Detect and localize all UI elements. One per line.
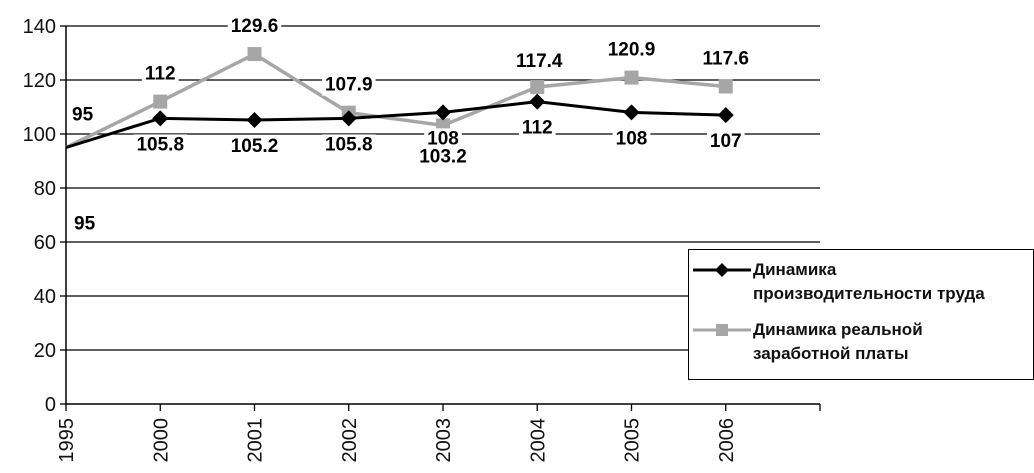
marker-wages-2000: [153, 94, 168, 109]
data-label-productivity-1995: 95: [74, 214, 96, 235]
y-tick-label-120: 120: [23, 70, 56, 92]
legend-key-wages: [693, 324, 751, 336]
series-line-wages: [65, 52, 726, 150]
series-line-productivity: [65, 100, 726, 149]
y-tick-label-80: 80: [34, 178, 56, 200]
marker-productivity-2005: [623, 104, 640, 121]
marker-productivity-2003: [435, 104, 451, 121]
y-tick-label-100: 100: [23, 124, 56, 146]
data-label-productivity-2005: 108: [616, 128, 648, 149]
x-tick-labels: 1995 2000 2001 2002 2003 2004 2005 2006: [56, 418, 738, 463]
marker-productivity-2006: [717, 107, 734, 124]
series-lines: [65, 47, 734, 150]
y-tick-labels: 0 20 40 60 80 100 120 140: [23, 16, 56, 416]
legend: Динамика производительности труда Динами…: [688, 249, 1034, 380]
data-label-wages-2006-bg: [699, 48, 752, 70]
data-label-wages-2002: 107.9: [325, 75, 373, 96]
axes: [60, 25, 821, 411]
legend-key-productivity: [693, 263, 751, 277]
data-label-wages-2004: 117.4: [516, 51, 563, 72]
data-label-wages-2005-bg: [604, 39, 659, 61]
data-label-wages-2005: 120.9: [608, 40, 656, 61]
data-labels: 95 105.8 105.2 105.8 108 112 108 107 95 112 129.6 1…: [69, 16, 752, 235]
x-tick-label-2001: 2001: [245, 418, 267, 463]
x-tick-label-1995: 1995: [56, 418, 78, 463]
x-tick-label-2004: 2004: [527, 418, 549, 463]
data-label-productivity-2004-bg: [518, 117, 556, 139]
x-tick-label-2000: 2000: [150, 418, 172, 463]
x-tick-label-2002: 2002: [339, 418, 361, 463]
data-label-wages-2001-bg: [227, 16, 282, 38]
marker-wages-2006: [718, 79, 733, 94]
data-label-wages-2004-bg: [513, 51, 566, 73]
marker-wages-2005: [624, 70, 639, 85]
y-tick-label-0: 0: [45, 394, 56, 416]
data-label-productivity-2001: 105.2: [231, 136, 279, 157]
data-label-productivity-2006-bg: [706, 131, 745, 153]
data-label-wages-2001: 129.6: [231, 16, 279, 37]
x-tick-label-2006: 2006: [716, 418, 738, 463]
data-label-wages-1995: 95: [72, 105, 94, 126]
y-tick-label-140: 140: [23, 16, 56, 38]
x-tick-label-2005: 2005: [622, 418, 644, 463]
data-label-wages-2000: 112: [145, 64, 176, 85]
legend-label-wages: Динамика реальной заработной платы: [753, 320, 923, 363]
y-tick-label-20: 20: [34, 340, 56, 362]
marker-productivity-2004: [529, 93, 546, 110]
data-label-productivity-1995-bg: [71, 213, 99, 235]
data-label-wages-2003: 103.2: [419, 146, 467, 167]
x-tick-label-2003: 2003: [433, 418, 455, 463]
y-tick-label-40: 40: [34, 286, 56, 308]
legend-label-productivity: Динамика производительности труда: [753, 260, 985, 303]
data-label-productivity-2006: 107: [710, 131, 742, 152]
marker-productivity-2001: [246, 111, 263, 128]
data-label-wages-1995-bg: [69, 104, 97, 126]
data-label-wages-2000-bg: [141, 63, 179, 85]
data-label-productivity-2000-bg: [133, 134, 188, 156]
marker-productivity-2002: [340, 110, 357, 127]
data-label-productivity-2001-bg: [227, 135, 282, 157]
data-label-wages-2003-bg: [416, 146, 470, 168]
marker-productivity-2000: [152, 110, 169, 127]
data-label-productivity-2003-bg: [424, 128, 462, 150]
data-label-productivity-2005-bg: [612, 128, 651, 150]
data-label-productivity-2003: 108: [427, 128, 459, 149]
data-label-productivity-2004: 112: [522, 118, 553, 139]
data-label-wages-2002-bg: [321, 74, 376, 96]
y-tick-label-60: 60: [34, 232, 56, 254]
data-label-productivity-2000: 105.8: [136, 134, 184, 155]
data-label-wages-2006: 117.6: [703, 48, 750, 69]
marker-wages-2001: [247, 47, 262, 62]
data-label-productivity-2002-bg: [321, 134, 376, 156]
marker-wages-2004: [530, 80, 545, 95]
data-label-productivity-2002: 105.8: [325, 134, 373, 155]
